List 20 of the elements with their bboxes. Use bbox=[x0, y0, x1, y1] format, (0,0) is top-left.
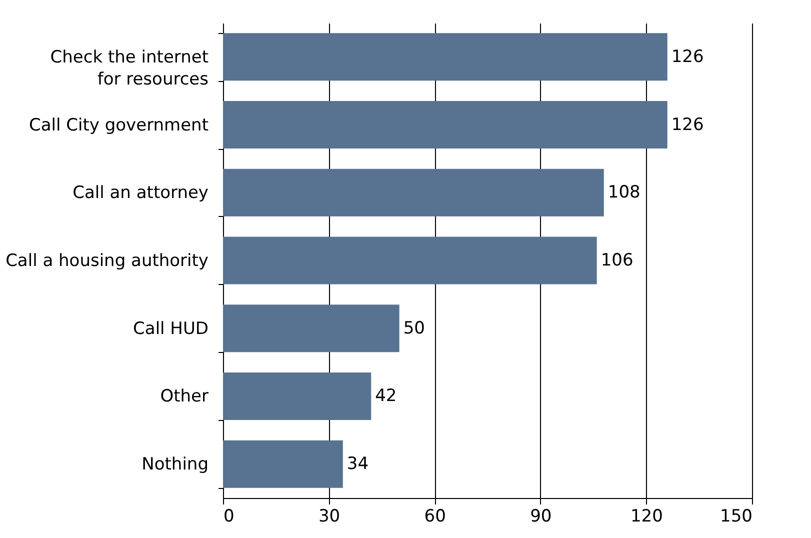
data-label: 42 bbox=[375, 386, 397, 406]
x-tick-label: 60 bbox=[424, 506, 446, 526]
x-tick-label: 0 bbox=[224, 506, 234, 526]
y-tick-label: Nothing bbox=[142, 454, 208, 475]
y-tick-label: Call HUD bbox=[133, 318, 208, 339]
x-tick-label: 30 bbox=[318, 506, 340, 526]
y-tick-label: Other bbox=[160, 386, 208, 407]
x-tick-label: 150 bbox=[720, 506, 752, 526]
x-tick-label: 90 bbox=[530, 506, 552, 526]
data-label: 34 bbox=[346, 454, 369, 474]
data-label: 126 bbox=[671, 46, 704, 67]
x-tick-label: 120 bbox=[630, 506, 663, 526]
data-label: 106 bbox=[600, 250, 634, 270]
data-label: 126 bbox=[671, 114, 704, 135]
data-label: 50 bbox=[403, 318, 425, 338]
y-tick-label: Call an attorney bbox=[72, 183, 208, 204]
data-label: 108 bbox=[608, 182, 640, 203]
y-tick-label: Check the internet for resources bbox=[50, 47, 209, 90]
y-tick-label: Call a housing authority bbox=[6, 251, 208, 271]
y-tick-label: Call City government bbox=[29, 115, 209, 136]
